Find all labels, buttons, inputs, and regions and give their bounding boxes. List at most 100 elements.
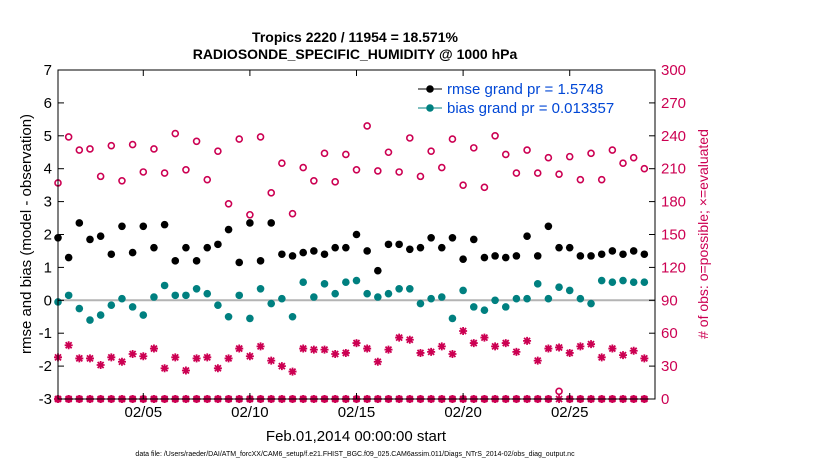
point-rmse-15 xyxy=(214,240,222,249)
point-possible-33 xyxy=(406,134,414,142)
point-evaluated-20 xyxy=(267,356,276,365)
point-rmse-43 xyxy=(512,252,521,260)
point-rmse-52 xyxy=(608,247,617,255)
point-bias-26 xyxy=(331,289,339,298)
point-rmse-24 xyxy=(310,247,318,255)
point-possible-45 xyxy=(533,169,542,177)
point-rmse-13 xyxy=(192,257,201,265)
point-evaluated-24 xyxy=(309,345,318,354)
point-possible-3 xyxy=(86,145,94,153)
left-y-tick-label: 0 xyxy=(44,292,52,309)
right-y-tick-label: 150 xyxy=(661,227,686,244)
point-bias-39 xyxy=(469,303,478,311)
point-bias-25 xyxy=(320,280,329,288)
point-bias-6 xyxy=(118,294,126,303)
point-bias-53 xyxy=(619,276,627,285)
point-rmse-17 xyxy=(235,258,244,267)
point-possible-10 xyxy=(160,169,169,177)
point-evaluated-27 xyxy=(341,348,350,357)
point-bias-51 xyxy=(597,276,606,285)
x-tick-label: 02/10 xyxy=(231,404,269,421)
point-bias-7 xyxy=(128,303,137,311)
footnote: data file: /Users/raeder/DAI/ATM_forcXX/… xyxy=(135,451,575,458)
x-axis-label: Feb.01,2014 00:00:00 start xyxy=(266,428,447,445)
point-bias-2 xyxy=(75,304,84,313)
point-evaluated-55 xyxy=(640,354,649,363)
point-possible-15 xyxy=(214,147,222,155)
left-y-tick-label: 6 xyxy=(44,95,52,112)
point-evaluated-44 xyxy=(523,336,532,345)
point-evaluated-54 xyxy=(629,346,638,355)
left-y-tick-label: -1 xyxy=(39,325,52,342)
point-bias-12 xyxy=(182,291,190,300)
point-rmse-37 xyxy=(448,233,457,242)
point-evaluated-25 xyxy=(320,345,329,354)
right-y-tick-label: 0 xyxy=(661,391,669,408)
point-rmse-22 xyxy=(288,252,297,260)
series-bias xyxy=(54,276,649,324)
point-possible-20 xyxy=(267,189,276,197)
point-evaluated-35 xyxy=(427,347,436,356)
point-bias-21 xyxy=(278,294,286,303)
point-rmse-14 xyxy=(203,243,212,252)
point-evaluated-38 xyxy=(459,327,468,336)
point-evaluated-19 xyxy=(256,342,265,351)
point-bias-34 xyxy=(416,299,425,308)
point-evaluated-5 xyxy=(107,353,116,362)
point-bias-15 xyxy=(214,301,222,310)
point-bias-41 xyxy=(491,296,499,305)
left-y-tick-label: 5 xyxy=(44,128,52,145)
point-rmse-9 xyxy=(150,243,158,252)
point-evaluated-6 xyxy=(117,357,126,366)
point-possible-1 xyxy=(64,133,73,141)
point-bias-3 xyxy=(86,316,94,324)
point-rmse-1 xyxy=(64,253,73,262)
point-evaluated-48 xyxy=(565,348,574,357)
right-y-tick-label: 300 xyxy=(661,62,686,79)
point-evaluated-46 xyxy=(544,344,553,353)
point-possible-21 xyxy=(278,159,286,168)
point-rmse-29 xyxy=(363,247,371,255)
point-possible-4 xyxy=(96,172,105,181)
point-possible-12 xyxy=(182,165,190,174)
point-evaluated-29 xyxy=(363,344,372,353)
point-possible-29 xyxy=(363,122,371,130)
plot-marks xyxy=(54,122,655,403)
point-rmse-11 xyxy=(171,257,180,265)
point-evaluated-40 xyxy=(480,333,489,342)
right-y-tick-label: 60 xyxy=(661,325,678,342)
point-evaluated-36 xyxy=(437,342,446,351)
point-evaluated-12 xyxy=(181,366,190,375)
point-bias-24 xyxy=(310,293,318,301)
point-possible-13 xyxy=(192,137,201,146)
point-evaluated-2 xyxy=(75,354,84,363)
point-bias-36 xyxy=(437,293,446,301)
x-tick-label: 02/15 xyxy=(338,404,376,421)
right-y-tick-label: 90 xyxy=(661,292,678,309)
point-rmse-30 xyxy=(374,266,382,275)
point-possible-16 xyxy=(224,199,233,208)
point-possible-19 xyxy=(256,133,265,141)
point-possible-30 xyxy=(374,167,382,175)
x-tick-label: 02/05 xyxy=(125,404,163,421)
point-evaluated-4 xyxy=(96,361,105,370)
point-possible-38 xyxy=(459,181,467,189)
point-evaluated-28 xyxy=(352,339,361,348)
point-bias-48 xyxy=(565,286,574,295)
left-y-tick-label: 4 xyxy=(44,161,52,178)
point-bias-32 xyxy=(395,284,403,293)
point-possible-37 xyxy=(448,135,457,143)
point-evaluated-37 xyxy=(448,350,457,359)
point-rmse-7 xyxy=(128,248,137,257)
point-possible-55 xyxy=(640,164,649,173)
point-possible-7 xyxy=(128,140,137,149)
point-rmse-28 xyxy=(352,230,361,239)
point-rmse-10 xyxy=(160,220,169,229)
point-rmse-45 xyxy=(533,252,542,260)
point-possible-52 xyxy=(608,146,617,154)
point-evaluated-1 xyxy=(64,341,73,350)
point-bias-20 xyxy=(267,299,276,308)
point-bias-17 xyxy=(235,291,244,300)
point-bias-23 xyxy=(299,278,307,287)
point-possible-23 xyxy=(299,163,307,172)
